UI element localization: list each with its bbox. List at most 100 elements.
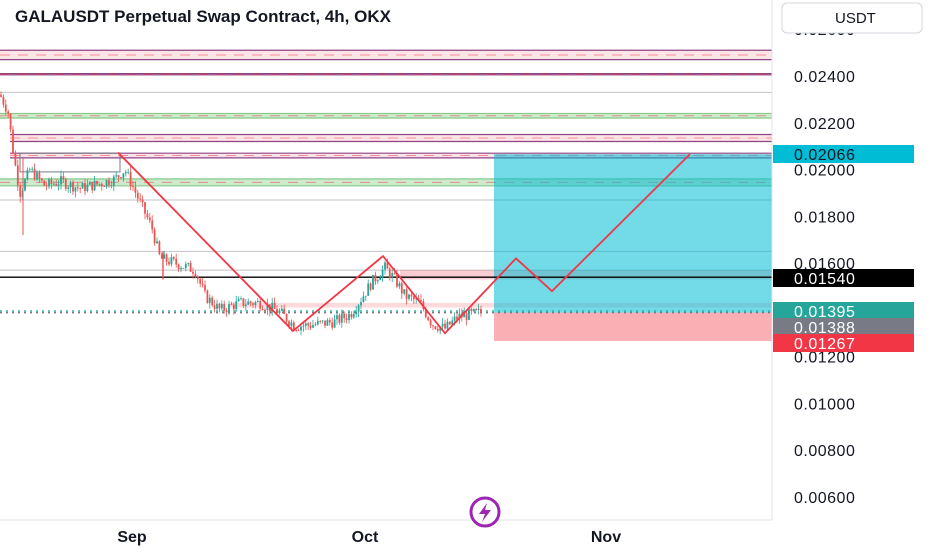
candle	[62, 172, 65, 183]
lines-layer	[0, 276, 772, 314]
candle-body	[81, 183, 84, 189]
candle-body	[184, 264, 187, 269]
candle-body	[86, 184, 89, 192]
candle	[400, 281, 403, 299]
candle	[170, 253, 173, 267]
candle	[480, 305, 482, 317]
candle	[412, 294, 415, 304]
candle-body	[2, 96, 5, 105]
candle-body	[288, 321, 290, 326]
candle	[434, 325, 437, 330]
candle	[316, 316, 319, 326]
candle	[98, 183, 101, 187]
candle-body	[398, 283, 401, 287]
candle	[31, 166, 34, 172]
candle-body	[180, 268, 182, 270]
candle	[328, 317, 331, 326]
candle-body	[475, 308, 478, 310]
candle-body	[69, 182, 72, 188]
candle	[48, 177, 50, 190]
candle	[19, 182, 22, 203]
candle	[261, 305, 264, 311]
candle	[187, 262, 190, 267]
currency-button[interactable]: USDT	[781, 2, 923, 34]
candle	[420, 294, 422, 302]
candle	[283, 304, 286, 315]
candle-body	[278, 310, 281, 314]
time-axis[interactable]: Sep Oct Nov	[117, 529, 621, 546]
candle-body	[98, 183, 101, 185]
position-loss-zone	[494, 312, 772, 341]
price-tag-label: 0.01540	[794, 271, 855, 288]
candle	[38, 170, 41, 184]
candle-body	[12, 129, 14, 154]
candle	[55, 179, 58, 187]
lightning-icon[interactable]	[469, 496, 501, 528]
candle-body	[240, 298, 242, 300]
y-tick-label: 0.01600	[794, 256, 855, 273]
candle-body	[350, 313, 353, 318]
candle	[384, 260, 386, 275]
candle	[194, 270, 197, 279]
candle-body	[110, 185, 113, 187]
candle	[124, 169, 127, 177]
candle-body	[74, 187, 77, 192]
candle	[86, 179, 89, 193]
candle-body	[192, 271, 194, 274]
candle	[2, 94, 5, 108]
candle	[4, 99, 7, 115]
candle	[151, 215, 154, 234]
price-tag: 0.01388	[773, 318, 914, 337]
price-tag: 0.01540	[773, 269, 914, 288]
candle-body	[136, 192, 139, 199]
candle-body	[19, 185, 22, 197]
candle-body	[309, 325, 312, 328]
candle-body	[261, 308, 264, 310]
candle-body	[156, 241, 158, 244]
candle-body	[307, 323, 310, 326]
candle-body	[362, 296, 365, 303]
candle	[172, 256, 175, 261]
price-tag-bg	[773, 318, 914, 336]
candle	[165, 253, 168, 266]
candle-body	[204, 285, 206, 291]
candle	[218, 302, 221, 313]
candle	[350, 311, 353, 320]
candle-body	[208, 297, 211, 303]
candle-body	[199, 279, 202, 284]
candle	[388, 266, 391, 281]
candle-body	[295, 329, 298, 331]
candle-body	[396, 273, 398, 287]
candle-body	[165, 254, 168, 262]
candle-body	[112, 176, 115, 186]
candle-body	[458, 313, 461, 320]
candle-body	[40, 178, 43, 181]
candle	[242, 298, 245, 308]
candle	[88, 181, 91, 185]
candle	[199, 277, 202, 288]
candle-body	[232, 304, 235, 310]
candle-body	[408, 294, 410, 299]
candle-body	[434, 326, 437, 329]
y-tick-label: 0.00800	[794, 443, 855, 460]
candle-body	[0, 94, 2, 97]
price-tag-bg	[773, 302, 914, 320]
candle-body	[252, 303, 254, 306]
candle-body	[139, 198, 142, 200]
candle-body	[28, 169, 31, 171]
candle	[91, 181, 94, 194]
candle	[84, 178, 86, 196]
candle	[266, 298, 269, 316]
candle-body	[235, 301, 238, 310]
candle	[336, 310, 338, 325]
candle-body	[57, 184, 60, 186]
candle	[451, 316, 454, 326]
candle-body	[50, 179, 53, 184]
price-axis[interactable]: 0.026000.024000.022000.020000.018000.016…	[794, 22, 855, 507]
candle	[26, 167, 29, 181]
candle-body	[4, 104, 7, 112]
candle-body	[410, 294, 413, 297]
